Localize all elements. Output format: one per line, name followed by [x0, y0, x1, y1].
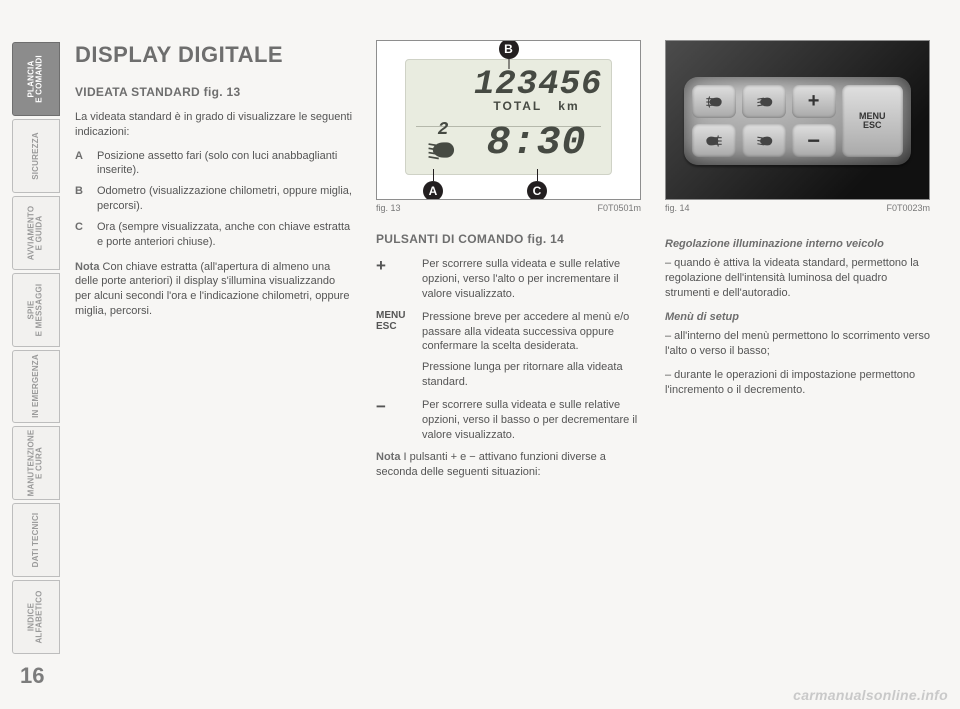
tab-sicurezza[interactable]: SICUREZZA — [12, 119, 60, 193]
def-val: Odometro (visualizzazione chilometri, op… — [97, 184, 352, 214]
figure-14: + − MENUESC fig. 14 F0T0023m — [665, 40, 930, 213]
col-middle: PULSANTI DI COMANDO fig. 14 + Per scorre… — [376, 227, 641, 489]
para-setup-2: – durante le operazioni di impostazione … — [665, 368, 930, 398]
subheading-pulsanti: PULSANTI DI COMANDO fig. 14 — [376, 231, 641, 247]
command-list: + Per scorrere sulla videata e sulle rel… — [376, 257, 641, 442]
cmd-val: Per scorrere sulla videata e sulle relat… — [422, 398, 641, 443]
cmd-row: + Per scorrere sulla videata e sulle rel… — [376, 257, 641, 302]
clock-value: 8:30 — [474, 121, 599, 166]
figure-14-frame: + − MENUESC — [665, 40, 930, 200]
headlamp-icon — [426, 140, 460, 160]
fig13-caption: fig. 13 — [376, 203, 401, 213]
rear-fog-button[interactable] — [692, 124, 736, 157]
menu-esc-button[interactable]: MENUESC — [842, 85, 903, 157]
tab-label: INDICEALFABETICO — [28, 591, 45, 644]
cmd-val-extra: Pressione lunga per ritornare alla videa… — [422, 360, 641, 390]
cmd-row: MENUESC Pressione breve per accedere al … — [376, 310, 641, 390]
button-pod: + − MENUESC — [684, 77, 911, 165]
tab-avviamento[interactable]: AVVIAMENTOE GUIDA — [12, 196, 60, 270]
callout-a: A — [423, 181, 443, 200]
def-row: A Posizione assetto fari (solo con luci a… — [75, 149, 352, 179]
odometer-value: 123456 — [474, 70, 599, 101]
callout-c-pointer — [537, 169, 538, 181]
tab-label: PLANCIAE COMANDI — [28, 55, 45, 103]
rear-fog-icon — [703, 134, 725, 148]
front-fog-button[interactable] — [692, 85, 736, 118]
minus-button[interactable]: − — [792, 124, 836, 157]
figure-13-frame: 123456 TOTAL km 2 — [376, 40, 641, 200]
tab-label: MANUTENZIONEE CURA — [28, 430, 45, 497]
cmd-val: Per scorrere sulla videata e sulle relat… — [422, 257, 641, 302]
note-2: Nota I pulsanti + e − attivano funzioni … — [376, 450, 641, 480]
front-fog-icon — [703, 95, 725, 109]
headlamp-level-block: 2 — [420, 120, 466, 160]
para-setup-heading: Menù di setup — [665, 310, 930, 325]
btncol-1 — [692, 85, 736, 157]
callout-b: B — [499, 40, 519, 59]
subheading-standard: VIDEATA STANDARD fig. 13 — [75, 84, 352, 100]
plus-button[interactable]: + — [792, 85, 836, 118]
tab-indice[interactable]: INDICEALFABETICO — [12, 580, 60, 654]
page-number: 16 — [20, 663, 44, 689]
tab-manutenzione[interactable]: MANUTENZIONEE CURA — [12, 426, 60, 500]
def-row: B Odometro (visualizzazione chilometri, o… — [75, 184, 352, 214]
def-val: Ora (sempre visualizzata, anche con chia… — [97, 220, 352, 250]
para-illum-text: – quando è attiva la videata standard, p… — [665, 256, 930, 301]
tab-label: AVVIAMENTOE GUIDA — [28, 205, 45, 260]
col-left: DISPLAY DIGITALE VIDEATA STANDARD fig. 1… — [75, 40, 352, 489]
tab-emergenza[interactable]: IN EMERGENZA — [12, 350, 60, 424]
headlamp-down-button[interactable] — [742, 124, 786, 157]
para-setup-1: – all'interno del menù permettono lo sco… — [665, 329, 930, 359]
btncol-3: + − — [792, 85, 836, 157]
definition-list: A Posizione assetto fari (solo con luci a… — [75, 149, 352, 250]
def-key: C — [75, 220, 89, 250]
intro-text: La videata standard è in grado di visual… — [75, 110, 352, 140]
cmd-key-plus: + — [376, 257, 414, 302]
cmd-key-menu: MENUESC — [376, 310, 414, 390]
tab-label: DATI TECNICI — [32, 513, 40, 568]
tab-dati[interactable]: DATI TECNICI — [12, 503, 60, 577]
btncol-2 — [742, 85, 786, 157]
callout-a-pointer — [433, 169, 434, 181]
odometer-block: 123456 TOTAL km — [474, 70, 599, 113]
callout-c: C — [527, 181, 547, 200]
tab-label: SICUREZZA — [32, 132, 40, 180]
cmd-key-minus: − — [376, 398, 414, 443]
headlamp-up-button[interactable] — [742, 85, 786, 118]
side-tabs: PLANCIAE COMANDI SICUREZZA AVVIAMENTOE G… — [12, 42, 60, 657]
cmd-val: Pressione breve per accedere al menù e/o… — [422, 310, 641, 390]
btncol-4: MENUESC — [842, 85, 903, 157]
page-title: DISPLAY DIGITALE — [75, 40, 352, 70]
callout-b-pointer — [508, 59, 509, 69]
col-right: Regolazione illuminazione interno veicol… — [665, 227, 930, 489]
cmd-row: − Per scorrere sulla videata e sulle rel… — [376, 398, 641, 443]
fig14-code: F0T0023m — [886, 203, 930, 213]
headlamp-up-icon — [753, 95, 775, 109]
page-content: DISPLAY DIGITALE VIDEATA STANDARD fig. 1… — [75, 40, 930, 689]
headlamp-down-icon — [753, 134, 775, 148]
figure-13: 123456 TOTAL km 2 — [376, 40, 641, 213]
tab-label: IN EMERGENZA — [32, 355, 40, 419]
fig13-code: F0T0501m — [597, 203, 641, 213]
def-key: B — [75, 184, 89, 214]
tab-plancia[interactable]: PLANCIAE COMANDI — [12, 42, 60, 116]
lcd-display: 123456 TOTAL km 2 — [405, 59, 612, 175]
para-illum-heading: Regolazione illuminazione interno veicol… — [665, 237, 930, 252]
headlamp-level-value: 2 — [420, 120, 466, 140]
fig14-caption: fig. 14 — [665, 203, 690, 213]
tab-label: SPIEE MESSAGGI — [28, 283, 45, 336]
note-1: Nota Con chiave estratta (all'apertura d… — [75, 260, 352, 319]
def-key: A — [75, 149, 89, 179]
def-val: Posizione assetto fari (solo con luci an… — [97, 149, 352, 179]
tab-spie[interactable]: SPIEE MESSAGGI — [12, 273, 60, 347]
dashboard-panel: + − MENUESC — [666, 41, 929, 199]
def-row: C Ora (sempre visualizzata, anche con chi… — [75, 220, 352, 250]
watermark: carmanualsonline.info — [793, 687, 948, 703]
